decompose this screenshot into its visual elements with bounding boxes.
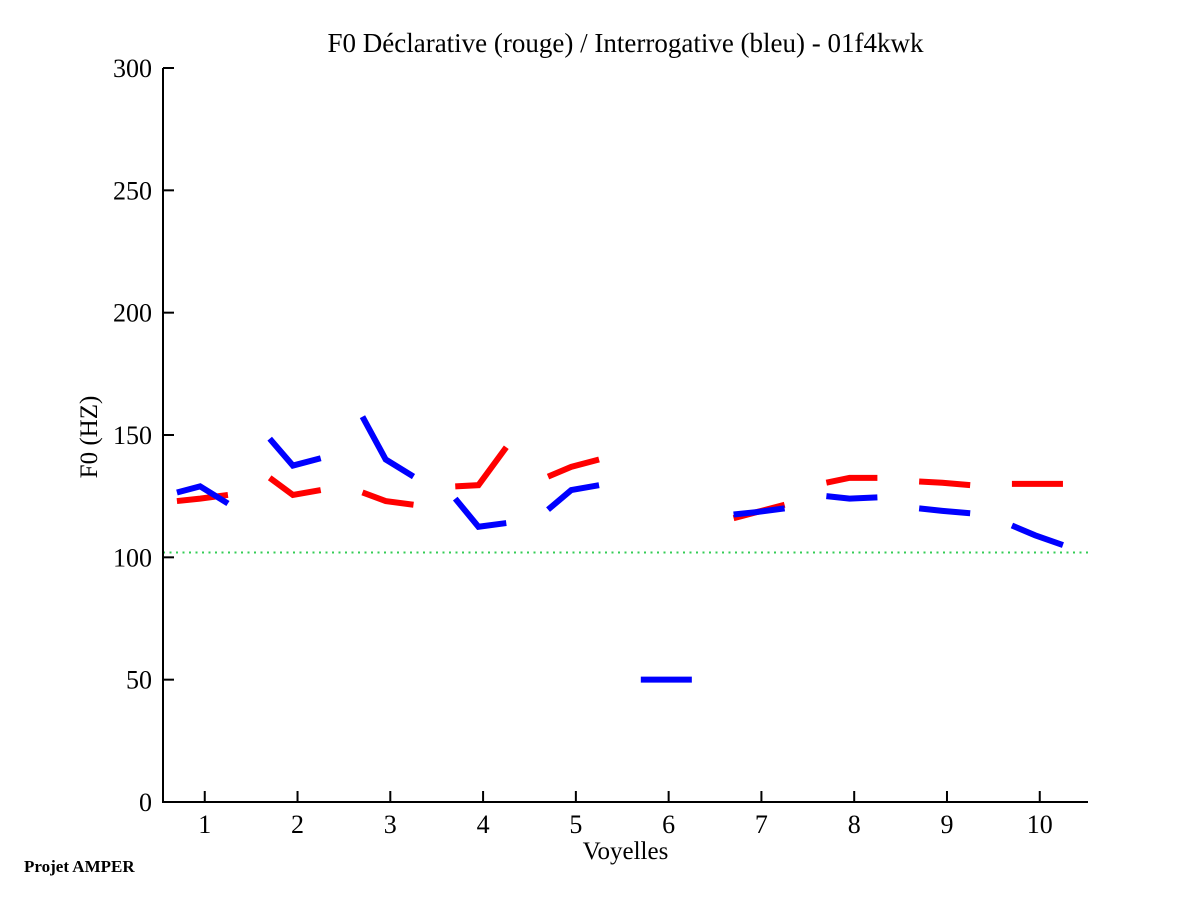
chart-title: F0 Déclarative (rouge) / Interrogative (…: [327, 28, 924, 58]
series-segment-declarative-v4: [455, 445, 509, 490]
x-tick-label: 8: [848, 810, 861, 839]
series-segment-interrogative-v4: [452, 496, 507, 530]
series-segment-declarative-v5: [546, 456, 600, 480]
series-segment-interrogative-v7: [733, 505, 786, 518]
series-segment-interrogative-v1: [176, 483, 230, 507]
y-tick-label: 100: [113, 543, 152, 572]
axes-frame: [162, 68, 1088, 803]
x-tick-label: 9: [940, 810, 953, 839]
y-tick-label: 50: [126, 666, 152, 695]
x-tick-label: 5: [569, 810, 582, 839]
series-segment-declarative-v3: [361, 489, 414, 508]
series-segment-interrogative-v10: [1010, 522, 1064, 548]
series-segment-declarative-v9: [918, 478, 971, 489]
x-tick-label: 3: [384, 810, 397, 839]
series-segment-declarative-v8: [825, 474, 878, 486]
x-axis-label: Voyelles: [582, 838, 669, 865]
x-tick-label: 4: [477, 810, 490, 839]
y-tick-label: 150: [113, 421, 152, 450]
series-segment-declarative-v2: [267, 475, 322, 499]
series-segment-interrogative-v9: [918, 505, 971, 517]
x-tick-label: 6: [662, 810, 675, 839]
x-tick-label: 1: [198, 810, 211, 839]
series-segment-interrogative-v5: [546, 482, 600, 512]
x-tick-label: 7: [755, 810, 768, 839]
y-tick-label: 200: [113, 299, 152, 328]
series-segment-interrogative-v2: [267, 436, 322, 469]
y-axis-label: F0 (HZ): [76, 395, 103, 479]
y-tick-label: 0: [139, 788, 152, 817]
y-tick-label: 300: [113, 54, 152, 83]
y-tick-label: 250: [113, 176, 152, 205]
x-tick-label: 10: [1027, 810, 1053, 839]
series-segment-interrogative-v8: [826, 493, 878, 502]
series-segment-interrogative-v3: [359, 415, 416, 480]
footer-annotation: Projet AMPER: [24, 857, 135, 876]
x-tick-label: 2: [291, 810, 304, 839]
